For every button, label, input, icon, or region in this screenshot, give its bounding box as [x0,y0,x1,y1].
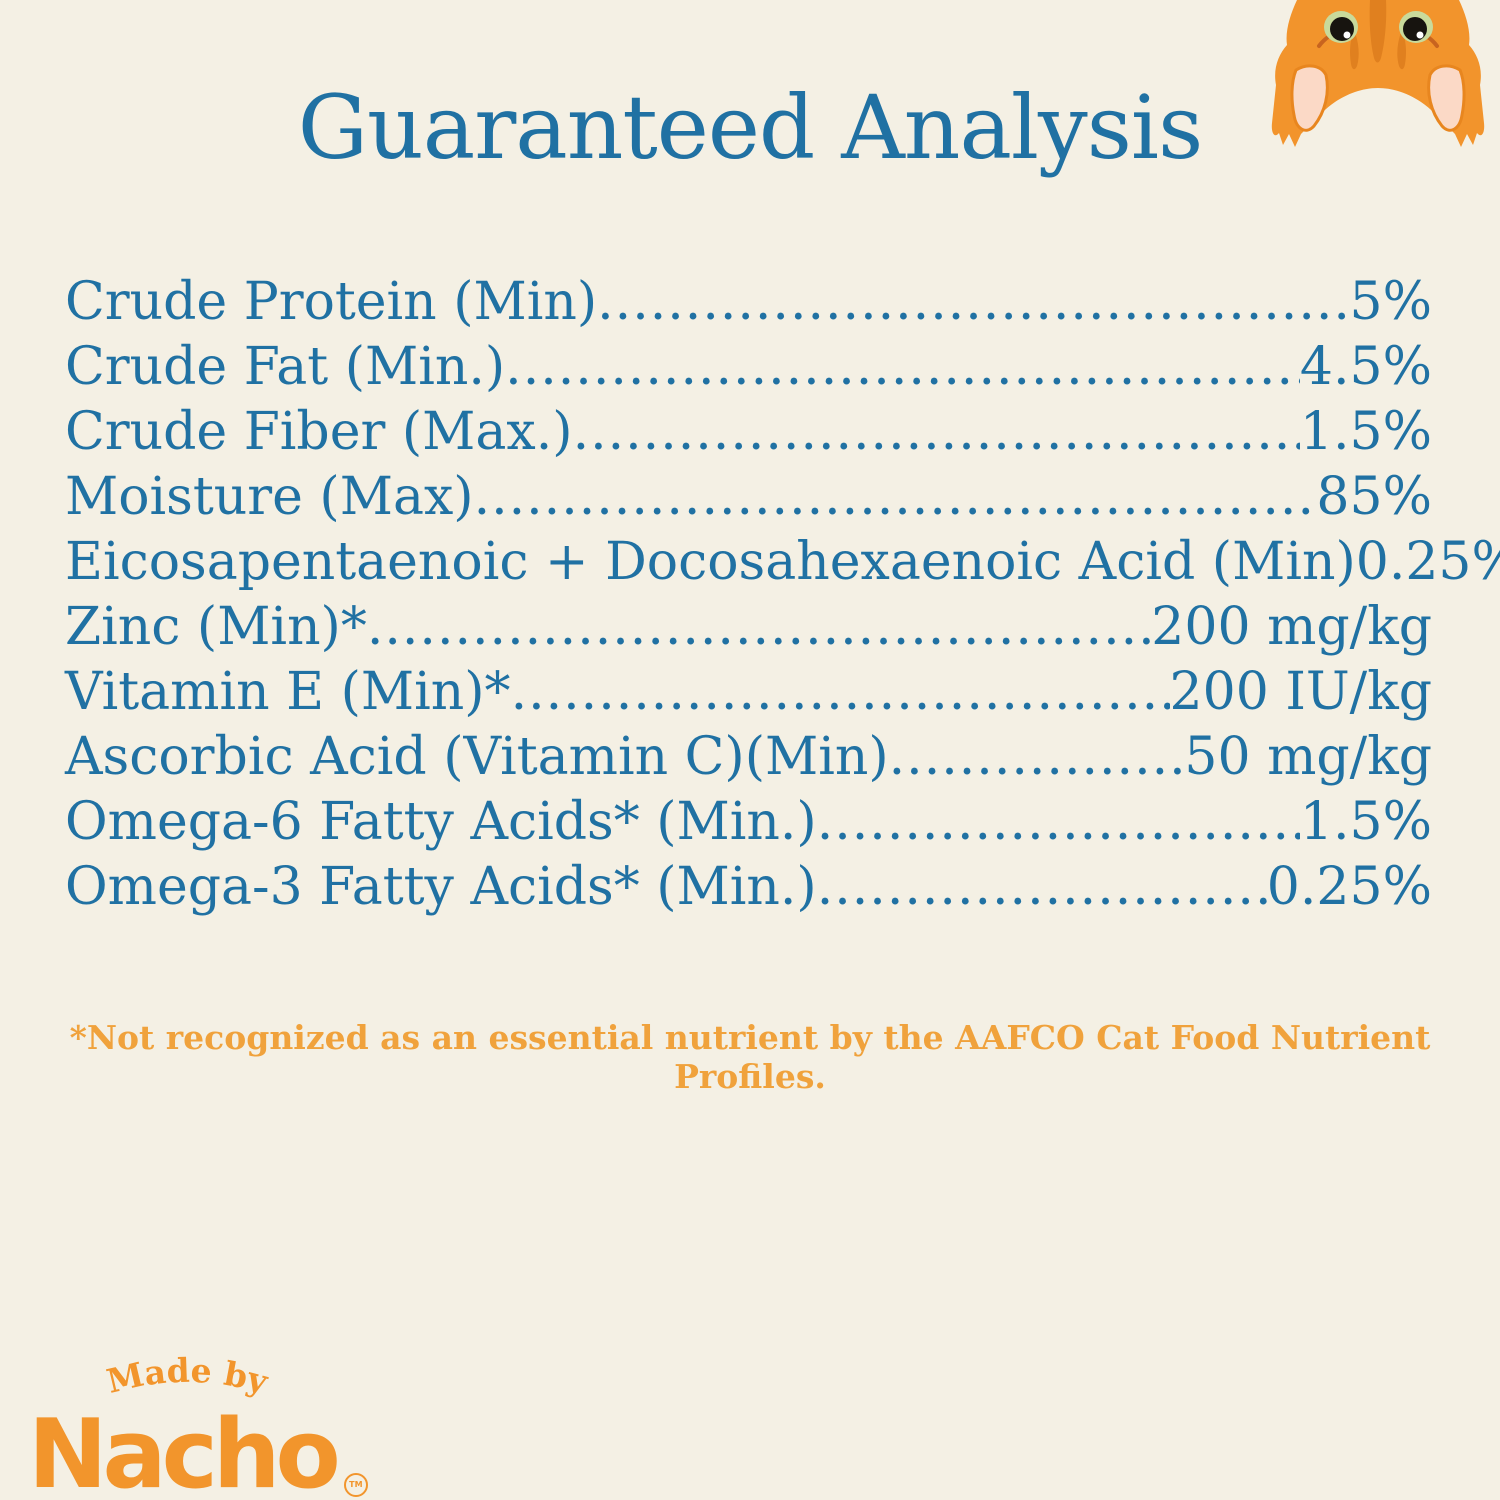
nutrient-label: Zinc (Min)* [65,597,367,657]
dot-leader: ........................................… [572,402,1300,462]
analysis-row: Zinc (Min)* ............................… [65,597,1432,662]
nutrient-label: Omega-6 Fatty Acids* (Min.) [65,792,817,852]
nutrient-value: 4.5% [1299,337,1432,397]
dot-leader: ........................................… [473,467,1317,527]
nutrient-label: Moisture (Max) [65,467,474,527]
nutrient-value: 85% [1316,467,1432,527]
analysis-row: Omega-6 Fatty Acids* (Min.) ............… [65,792,1432,857]
dot-leader: ........................................… [505,337,1300,397]
nutrient-label: Eicosapentaenoic + Docosahexaenoic Acid … [65,532,1356,592]
nutrient-label: Crude Fat (Min.) [65,337,506,397]
nutrient-value: 1.5% [1299,402,1432,462]
cat-face-icon [1271,0,1485,147]
nutrient-value: 200 IU/kg [1169,662,1432,722]
dot-leader: ........................................… [816,792,1300,852]
analysis-row: Crude Fat (Min.) .......................… [65,337,1432,402]
trademark-icon: TM [343,1473,368,1497]
nutrient-value: 1.5% [1299,792,1432,852]
brand-logo: Made by Nacho TM [28,1356,368,1500]
analysis-list: Crude Protein (Min) ....................… [65,272,1500,922]
nutrient-value: 50 mg/kg [1184,727,1432,787]
nutrient-value: 200 mg/kg [1151,597,1432,657]
dot-leader: ........................................… [888,727,1185,787]
nutrient-value: 0.25% [1266,857,1432,917]
dot-leader: ........................................… [597,272,1350,332]
analysis-row: Ascorbic Acid (Vitamin C)(Min) .........… [65,727,1432,792]
nutrient-label: Crude Protein (Min) [65,272,598,332]
analysis-row: Eicosapentaenoic + Docosahexaenoic Acid … [65,532,1500,597]
nutrient-label: Ascorbic Acid (Vitamin C)(Min) [65,727,889,787]
analysis-row: Vitamin E (Min)* .......................… [65,662,1432,727]
svg-text:Made by: Made by [103,1356,272,1402]
dot-leader: ........................................… [510,662,1170,722]
logo-brand-name: Nacho [28,1400,341,1500]
analysis-row: Crude Protein (Min) ....................… [65,272,1432,337]
footnote-text: *Not recognized as an essential nutrient… [69,1018,1431,1096]
dot-leader: ........................................… [816,857,1267,917]
dot-leader: ........................................… [366,597,1151,657]
analysis-row: Moisture (Max) .........................… [65,467,1432,532]
nutrient-label: Crude Fiber (Max.) [65,402,573,462]
nutrient-label: Vitamin E (Min)* [65,662,511,722]
nutrient-value: 5% [1349,272,1433,332]
made-by-arched-text: Made by [103,1356,272,1402]
nutrient-label: Omega-3 Fatty Acids* (Min.) [65,857,817,917]
analysis-row: Crude Fiber (Max.) .....................… [65,402,1432,467]
analysis-row: Omega-3 Fatty Acids* (Min.) ............… [65,857,1432,922]
logo-tagline: Made by [103,1356,272,1402]
page-title: Guaranteed Analysis [297,76,1203,179]
nutrient-value: 0.25% [1355,532,1500,592]
